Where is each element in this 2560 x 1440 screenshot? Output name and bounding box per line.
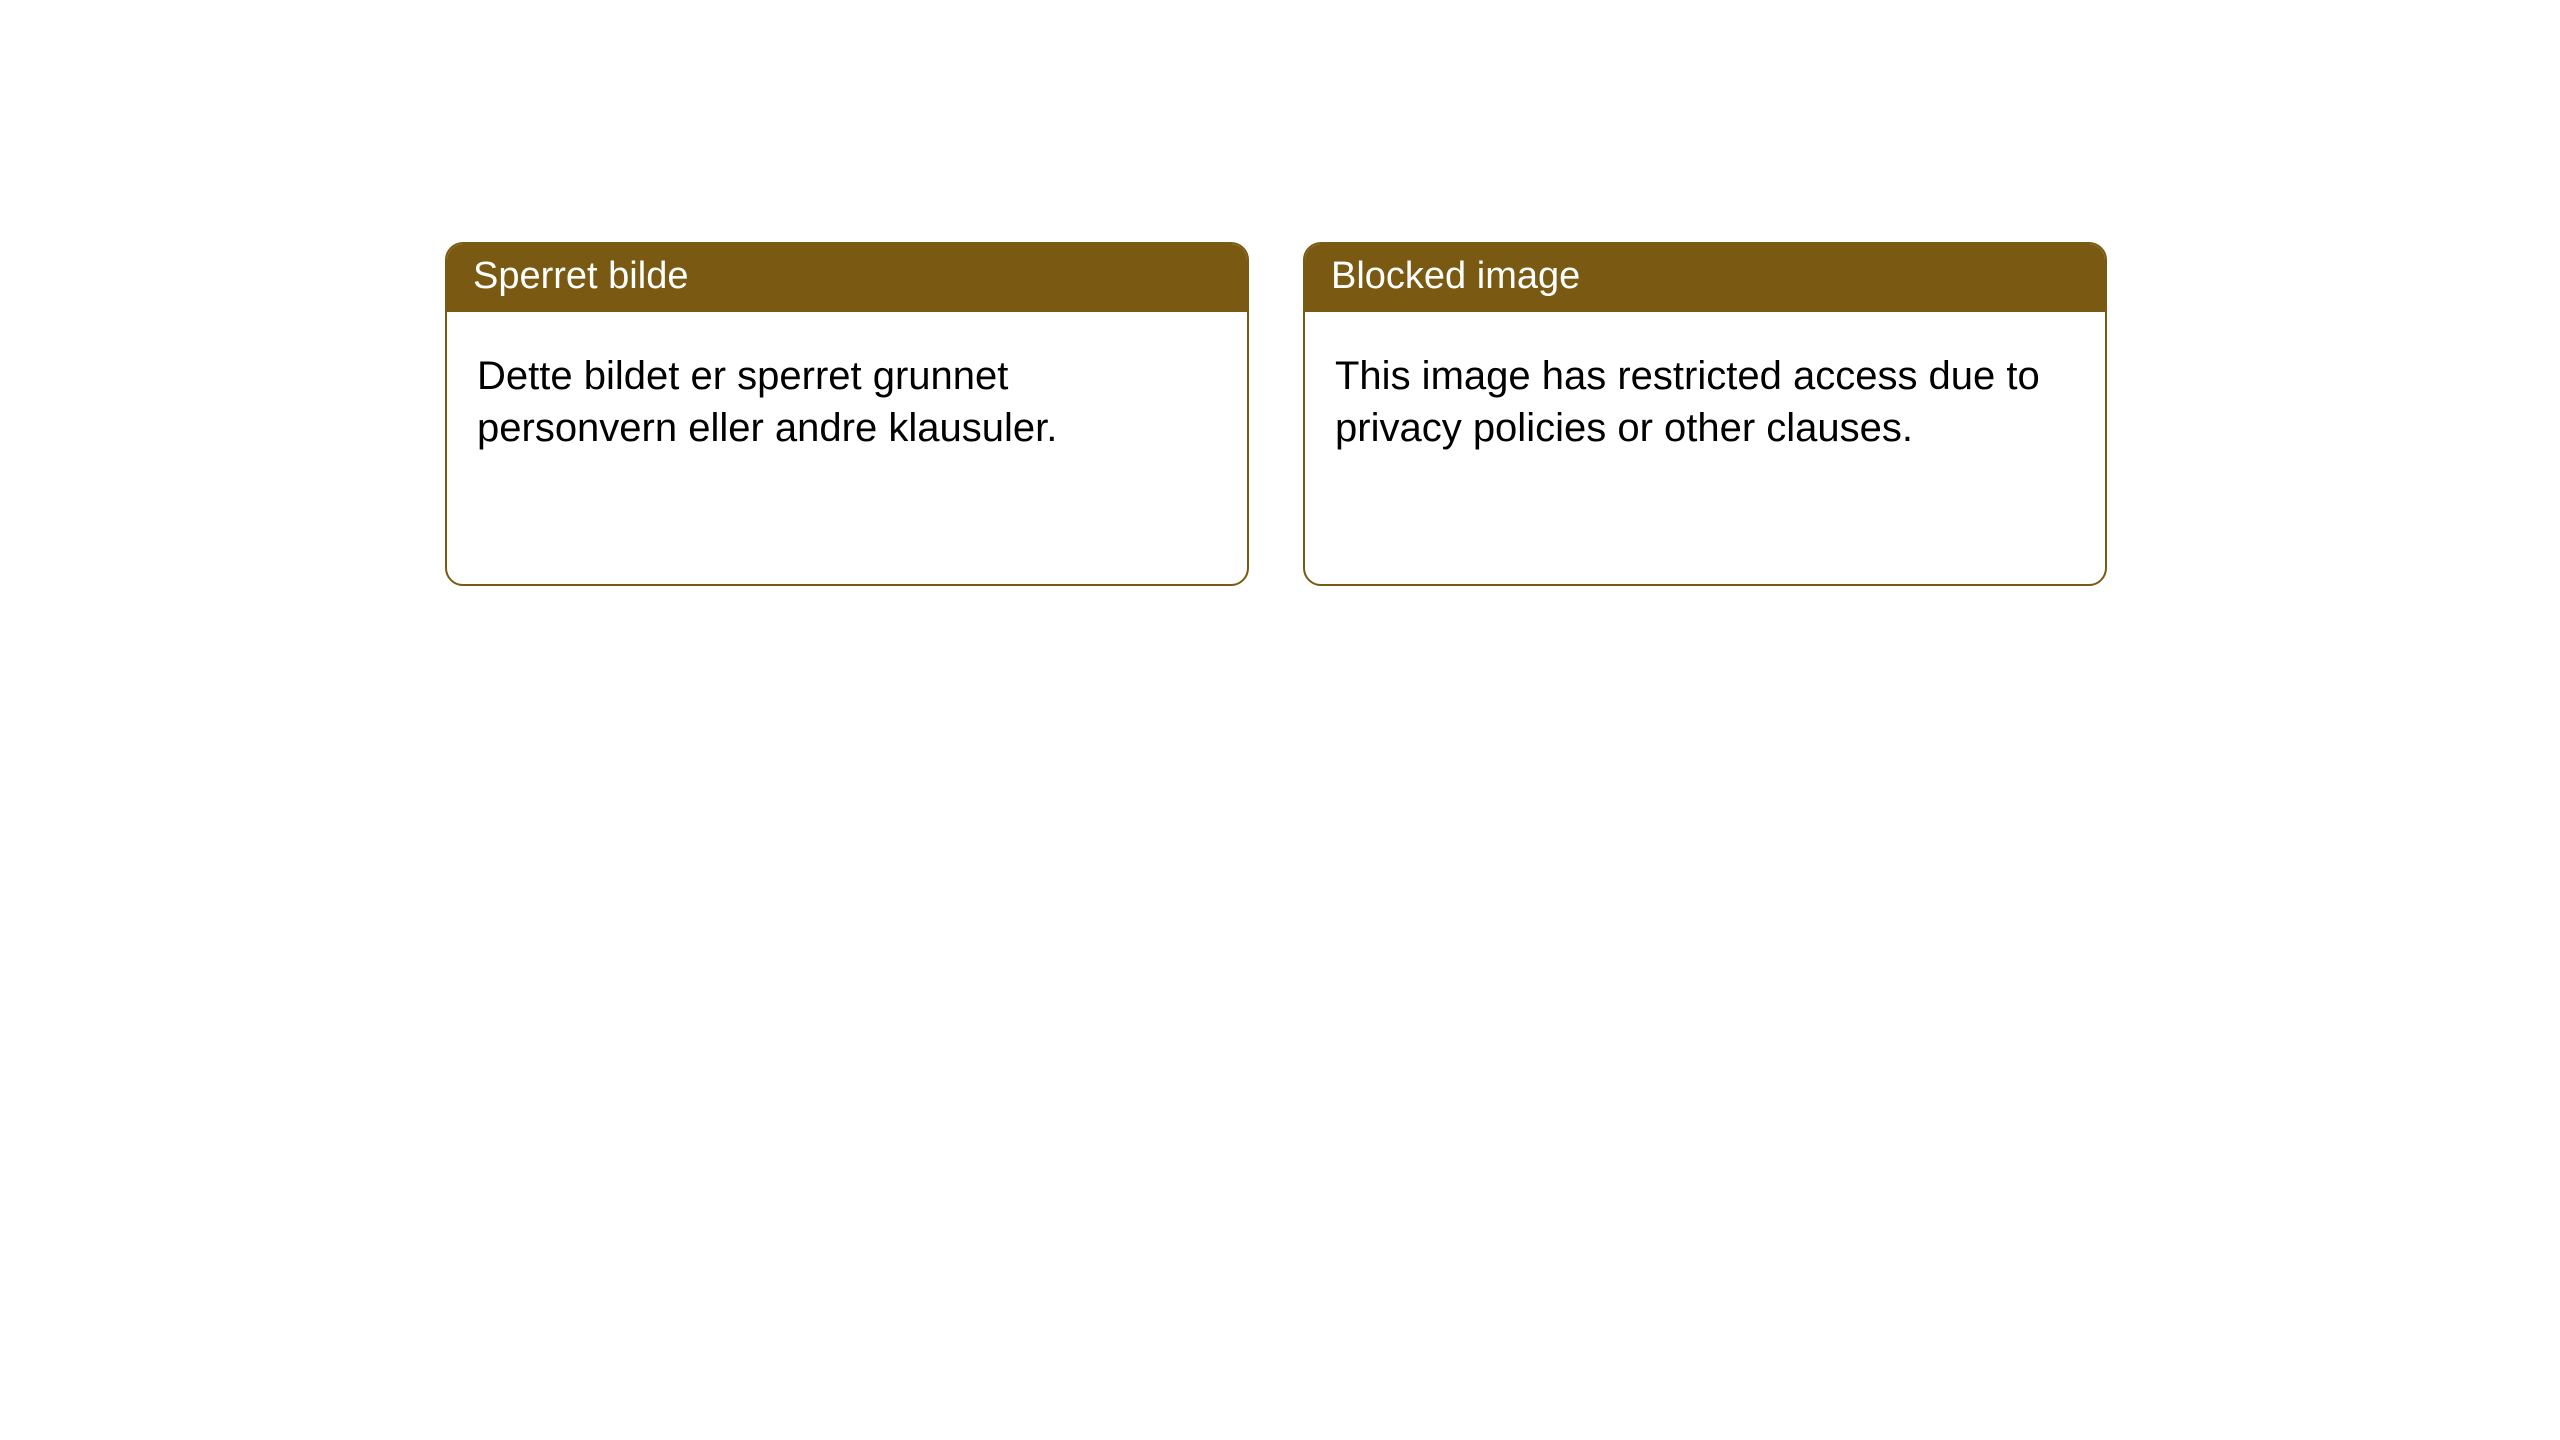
notice-card-body: This image has restricted access due to …	[1305, 312, 2105, 584]
notice-card-english: Blocked image This image has restricted …	[1303, 242, 2107, 586]
notice-container: Sperret bilde Dette bildet er sperret gr…	[0, 0, 2560, 586]
notice-card-body: Dette bildet er sperret grunnet personve…	[447, 312, 1247, 584]
notice-card-norwegian: Sperret bilde Dette bildet er sperret gr…	[445, 242, 1249, 586]
notice-card-title: Sperret bilde	[447, 244, 1247, 312]
notice-card-title: Blocked image	[1305, 244, 2105, 312]
